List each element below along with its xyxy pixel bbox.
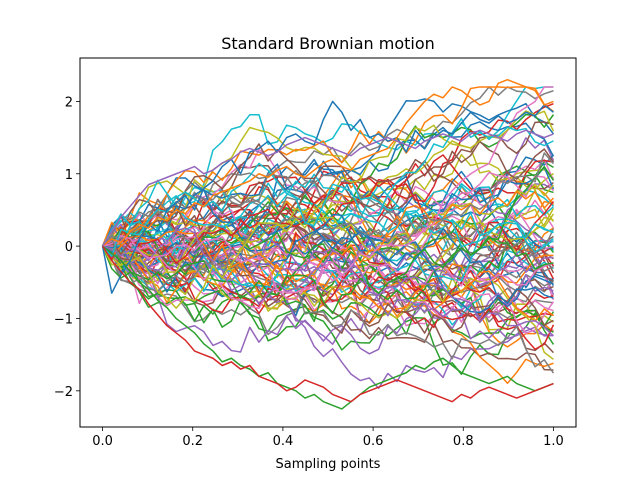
plot-frame — [79, 57, 577, 428]
series-line — [101, 222, 554, 292]
y-tick-label: −1 — [54, 312, 73, 327]
series-line — [102, 227, 554, 337]
series-line — [102, 78, 554, 247]
x-axis-label: Sampling points — [276, 457, 381, 472]
series-line — [102, 208, 555, 312]
series-line — [102, 171, 555, 276]
series-line — [102, 188, 554, 314]
series-line — [102, 245, 554, 355]
series-line — [101, 117, 554, 258]
y-tick-label: −2 — [54, 385, 73, 400]
series-line — [101, 86, 554, 247]
x-tick-label: 0.0 — [92, 434, 113, 449]
x-tick-label: 1.0 — [543, 434, 564, 449]
series-line — [102, 216, 554, 285]
x-tick-label: 0.2 — [182, 434, 203, 449]
chart-title: Standard Brownian motion — [221, 34, 435, 53]
series-line — [102, 86, 554, 294]
series-line — [102, 231, 555, 323]
series-line — [102, 213, 555, 345]
series-line — [101, 100, 554, 294]
series-line — [101, 160, 554, 259]
y-tick-label: 0 — [65, 240, 73, 255]
y-tick-label: 2 — [65, 95, 73, 110]
x-axis: 0.0 0.2 0.4 0.6 0.8 1.0 — [92, 427, 564, 449]
series-line — [102, 140, 555, 255]
series-line — [101, 190, 555, 295]
x-tick-label: 0.8 — [453, 434, 474, 449]
x-tick-label: 0.6 — [363, 434, 384, 449]
series-line — [102, 213, 554, 308]
x-tick-label: 0.4 — [273, 434, 294, 449]
series-line — [101, 203, 554, 291]
series-line — [102, 152, 555, 292]
series-line — [101, 235, 554, 315]
series-line — [101, 173, 554, 253]
series-line — [101, 129, 554, 247]
y-tick-label: 1 — [65, 168, 73, 183]
series-line — [101, 245, 554, 403]
series-layer — [101, 78, 555, 410]
series-line — [102, 180, 554, 331]
series-line — [102, 243, 554, 322]
series-line — [102, 211, 554, 255]
y-axis: −2 −1 0 1 2 — [54, 95, 80, 400]
series-line — [102, 210, 555, 374]
series-line — [102, 245, 554, 410]
series-line — [101, 110, 555, 309]
series-line — [102, 219, 554, 293]
series-line — [101, 102, 554, 264]
series-line — [102, 166, 555, 268]
series-line — [102, 209, 555, 334]
